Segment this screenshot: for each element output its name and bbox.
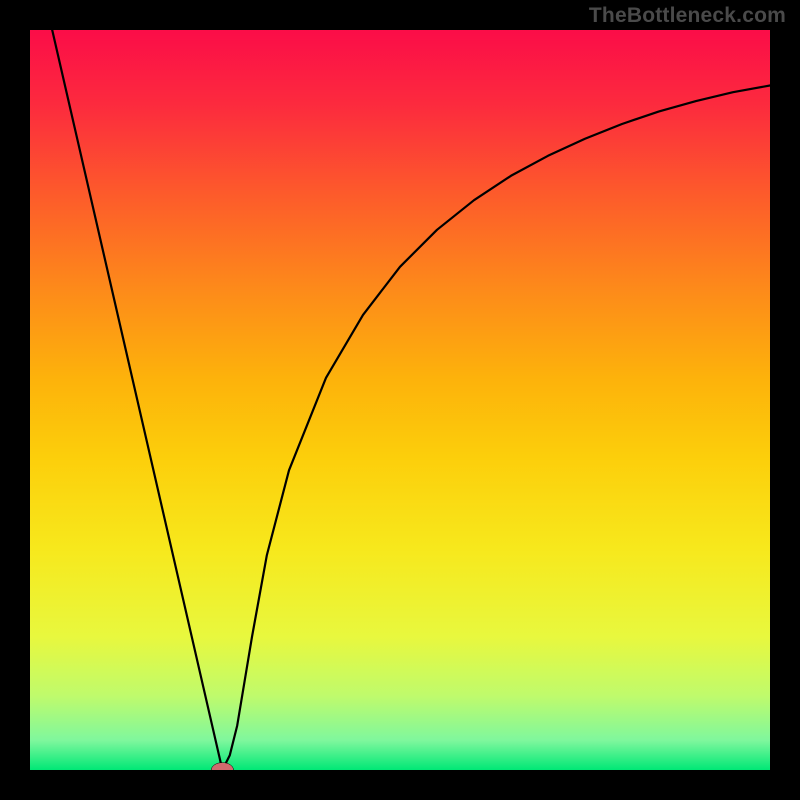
- watermark-text: TheBottleneck.com: [589, 4, 786, 28]
- bottleneck-chart: [0, 0, 800, 800]
- chart-outer-frame: TheBottleneck.com: [0, 0, 800, 800]
- chart-gradient-background: [30, 30, 770, 770]
